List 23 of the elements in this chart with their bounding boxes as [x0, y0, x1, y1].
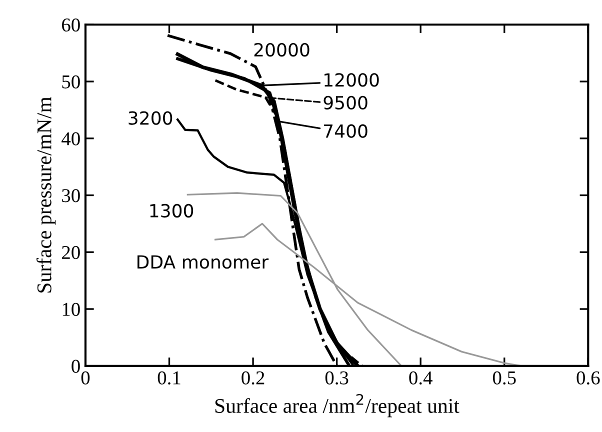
y-tick-label: 20 [62, 246, 80, 260]
series-label: 20000 [254, 42, 310, 57]
y-axis-title: Surface pressure/mN/m [36, 96, 56, 293]
x-tick-label: 0.5 [492, 371, 516, 385]
y-tick-label: 40 [62, 132, 80, 146]
y-tick-label: 50 [62, 75, 80, 88]
series-label: 1300 [150, 204, 194, 218]
legend-label: 9500 [324, 96, 368, 110]
x-tick-label: 0.4 [409, 371, 432, 385]
x-tick-label: 0.1 [158, 371, 180, 385]
legend-label: 7400 [324, 124, 368, 138]
x-tick-label: 0.3 [325, 371, 348, 385]
y-tick-label: 0 [72, 360, 80, 373]
x-tick-label: 0 [81, 371, 90, 384]
y-tick-label: 10 [62, 302, 80, 316]
legend-label: 12000 [324, 73, 379, 87]
y-tick-label: 30 [62, 189, 80, 202]
x-tick-label: 0.2 [242, 371, 264, 385]
series-label: DDA monomer [138, 255, 269, 269]
series-label: 3200 [128, 111, 172, 125]
y-tick-label: 60 [62, 18, 80, 32]
x-tick-label: 0.6 [576, 371, 600, 385]
x-axis-title: Surface area /nm$^{2}$/repeat unit [215, 394, 460, 418]
